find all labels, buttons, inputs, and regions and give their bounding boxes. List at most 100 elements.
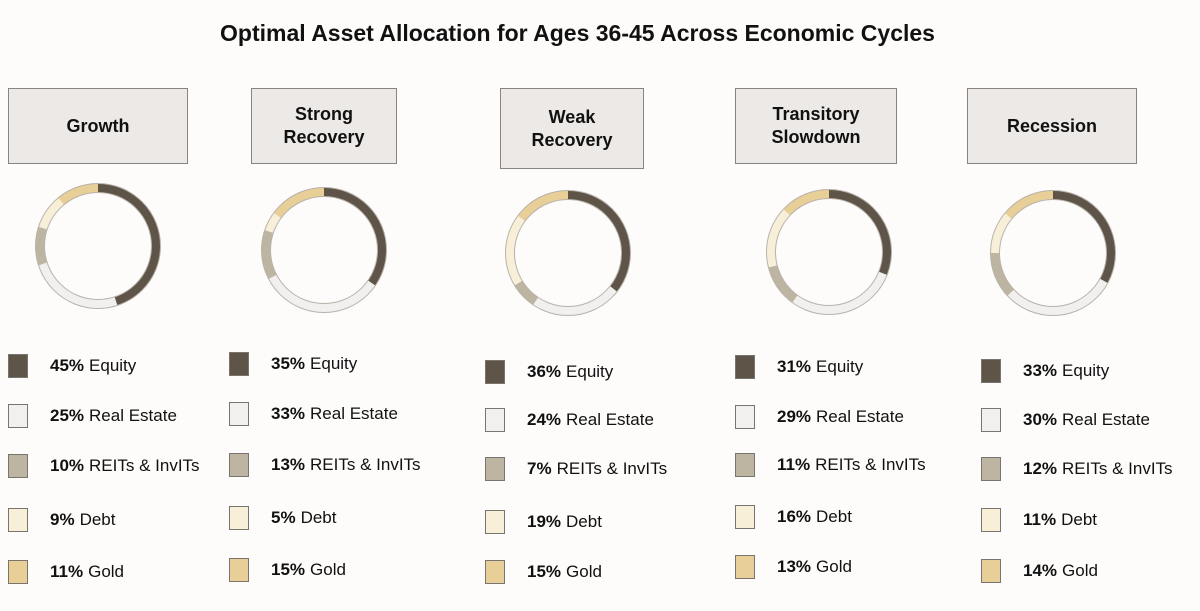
legend-label: Gold [1062, 561, 1098, 580]
legend-swatch-real-estate [735, 405, 755, 429]
donut-slice-reits-invits [514, 280, 539, 305]
legend-swatch-equity [735, 355, 755, 379]
legend-label: Equity [310, 354, 358, 373]
legend-swatch-gold [981, 559, 1001, 583]
legend-percent: 9% [50, 510, 75, 529]
legend-swatch-equity [8, 354, 28, 378]
donut-slice-reits-invits [35, 226, 48, 266]
legend-label: Gold [88, 562, 125, 581]
legend-percent: 36% [527, 362, 562, 381]
donut-outline [514, 199, 622, 307]
legend-row-reits-invits: 12% REITs & InvITs [981, 455, 1173, 483]
legend-row-gold: 11% Gold [8, 558, 124, 586]
cycle-header-strong-recovery: Strong Recovery [251, 88, 397, 164]
legend-percent: 13% [777, 557, 812, 576]
legend-row-real-estate: 29% Real Estate [735, 403, 904, 431]
legend-label: Debt [300, 508, 337, 527]
legend-row-gold: 13% Gold [735, 553, 852, 581]
legend-swatch-real-estate [8, 404, 28, 428]
legend-swatch-equity [485, 360, 505, 384]
legend-swatch-reits-invits [485, 457, 505, 481]
donut-chart-growth [35, 183, 161, 309]
legend-swatch-gold [8, 560, 28, 584]
donut-slice-gold [58, 183, 99, 205]
legend-row-gold: 14% Gold [981, 557, 1098, 585]
legend-row-equity: 33% Equity [981, 357, 1109, 385]
donut-slice-debt [766, 209, 791, 268]
legend-row-reits-invits: 7% REITs & InvITs [485, 455, 667, 483]
donut-slice-reits-invits [261, 229, 277, 279]
legend-percent: 7% [527, 459, 552, 478]
legend-label: REITs & InvITs [556, 459, 668, 478]
legend-row-reits-invits: 13% REITs & InvITs [229, 451, 421, 479]
legend-label: Real Estate [566, 410, 654, 429]
donut-slice-debt [505, 215, 526, 286]
legend-swatch-debt [8, 508, 28, 532]
legend-swatch-reits-invits [229, 453, 249, 477]
legend-percent: 30% [1023, 410, 1058, 429]
cycle-header-weak-recovery: Weak Recovery [500, 88, 644, 169]
donut-outline [505, 190, 631, 316]
legend-percent: 11% [1023, 510, 1057, 529]
legend-label: Equity [816, 357, 864, 376]
legend-row-reits-invits: 10% REITs & InvITs [8, 452, 200, 480]
legend-swatch-real-estate [229, 402, 249, 426]
donut-chart-recession [990, 190, 1116, 316]
legend-row-debt: 19% Debt [485, 508, 602, 536]
donut-slice-debt [264, 212, 282, 233]
donut-slice-real-estate [792, 271, 888, 315]
legend-label: Debt [79, 510, 116, 529]
legend-swatch-gold [485, 560, 505, 584]
legend-swatch-reits-invits [8, 454, 28, 478]
donut-slice-equity [1052, 190, 1116, 284]
donut-slice-gold [783, 189, 830, 216]
legend-label: Real Estate [1062, 410, 1150, 429]
donut-outline [999, 199, 1107, 307]
legend-row-gold: 15% Gold [485, 558, 602, 586]
donut-outline [261, 187, 387, 313]
legend-swatch-gold [229, 558, 249, 582]
legend-swatch-real-estate [981, 408, 1001, 432]
donut-slice-reits-invits [990, 252, 1015, 296]
legend-label: Equity [89, 356, 137, 375]
legend-swatch-reits-invits [735, 453, 755, 477]
donut-outline [270, 196, 378, 304]
legend-label: Gold [310, 560, 346, 579]
legend-row-equity: 35% Equity [229, 350, 357, 378]
donut-slice-gold [1004, 190, 1054, 220]
legend-swatch-reits-invits [981, 457, 1001, 481]
legend-percent: 33% [271, 404, 306, 423]
legend-label: REITs & InvITs [89, 456, 200, 475]
legend-label: REITs & InvITs [1062, 459, 1173, 478]
legend-swatch-equity [229, 352, 249, 376]
donut-chart-strong-recovery [261, 187, 387, 313]
legend-label: Debt [816, 507, 852, 526]
legend-row-equity: 31% Equity [735, 353, 863, 381]
donut-slice-equity [567, 190, 631, 292]
legend-swatch-debt [229, 506, 249, 530]
donut-outline [35, 183, 161, 309]
legend-label: Real Estate [310, 404, 398, 423]
legend-percent: 10% [50, 456, 85, 475]
cycle-header-transitory-slowdown: Transitory Slowdown [735, 88, 897, 164]
legend-percent: 33% [1023, 361, 1058, 380]
legend-swatch-debt [485, 510, 505, 534]
donut-slice-equity [828, 189, 892, 276]
legend-swatch-real-estate [485, 408, 505, 432]
legend-percent: 15% [527, 562, 562, 581]
legend-row-real-estate: 33% Real Estate [229, 400, 398, 428]
legend-row-debt: 16% Debt [735, 503, 852, 531]
donut-slice-equity [323, 187, 387, 286]
legend-percent: 5% [271, 508, 296, 527]
donut-outline [766, 189, 892, 315]
legend-row-debt: 5% Debt [229, 504, 337, 532]
donut-slice-real-estate [38, 262, 118, 309]
donut-slice-gold [517, 190, 569, 222]
donut-outline [44, 192, 152, 300]
legend-label: Real Estate [89, 406, 177, 425]
donut-chart-weak-recovery [505, 190, 631, 316]
legend-swatch-debt [981, 508, 1001, 532]
legend-row-real-estate: 24% Real Estate [485, 406, 654, 434]
donut-slice-gold [273, 187, 325, 219]
legend-percent: 25% [50, 406, 85, 425]
